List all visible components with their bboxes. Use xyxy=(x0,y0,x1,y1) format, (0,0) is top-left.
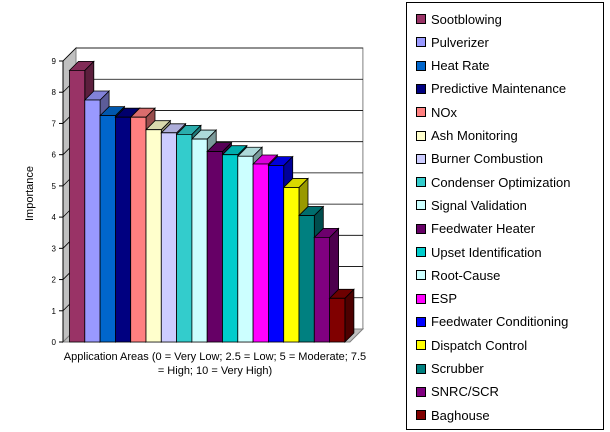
legend-item: Feedwater Conditioning xyxy=(416,313,568,331)
legend-label: ESP xyxy=(431,291,458,307)
legend-item: Scrubber xyxy=(416,360,484,378)
bar-baghouse xyxy=(328,288,355,343)
legend-swatch xyxy=(416,37,426,48)
legend-label: Dispatch Control xyxy=(431,337,528,353)
y-tick-label: 3 xyxy=(52,244,57,253)
legend-item: Heat Rate xyxy=(416,57,490,75)
legend-label: Scrubber xyxy=(431,361,484,376)
legend-item: NOx xyxy=(416,103,457,121)
legend-swatch xyxy=(416,130,426,141)
plot-area: 0 1 2 3 4 5 6 7 8 9 Importance xyxy=(24,46,365,347)
legend-item: Dispatch Control xyxy=(416,336,527,354)
legend-swatch xyxy=(416,410,426,421)
y-axis-title: Importance xyxy=(24,166,36,221)
legend-swatch xyxy=(416,223,426,234)
legend-item: Condenser Optimization xyxy=(416,173,570,191)
legend-swatch xyxy=(416,363,426,374)
legend-item: Predictive Maintenance xyxy=(416,80,566,98)
legend-item: SNRC/SCR xyxy=(416,383,499,401)
y-tick-label: 0 xyxy=(52,338,57,347)
legend-label: Ash Monitoring xyxy=(431,128,518,143)
legend-label: Condenser Optimization xyxy=(431,174,571,190)
legend-label: Baghouse xyxy=(431,407,490,423)
legend-swatch xyxy=(416,293,426,304)
legend-item: Burner Combustion xyxy=(416,150,543,168)
legend-swatch xyxy=(416,107,426,118)
legend: Sootblowing Pulverizer Heat Rate Predictive… xyxy=(406,2,604,430)
legend-label: Feedwater Conditioning xyxy=(431,314,569,330)
y-tick-label: 2 xyxy=(52,276,57,285)
legend-swatch xyxy=(416,316,426,327)
legend-label: Sootblowing xyxy=(431,11,502,27)
legend-item: Feedwater Heater xyxy=(416,220,535,238)
legend-swatch xyxy=(416,247,426,257)
legend-swatch xyxy=(416,177,426,188)
legend-swatch xyxy=(416,153,426,164)
y-tick-label: 1 xyxy=(52,307,57,316)
legend-item: Upset Identification xyxy=(416,243,542,261)
legend-swatch xyxy=(416,270,426,281)
legend-swatch xyxy=(416,60,426,71)
legend-swatch xyxy=(416,83,426,94)
legend-item: Baghouse xyxy=(416,406,490,424)
legend-item: Root-Cause xyxy=(416,266,500,284)
legend-item: Sootblowing xyxy=(416,10,502,28)
legend-swatch xyxy=(416,386,426,397)
legend-item: Pulverizer xyxy=(416,33,489,51)
y-tick-label: 4 xyxy=(52,213,57,222)
legend-swatch xyxy=(416,14,426,24)
y-tick-label: 8 xyxy=(52,88,57,97)
legend-item: Signal Validation xyxy=(416,196,527,214)
legend-label: NOx xyxy=(431,104,457,120)
legend-swatch xyxy=(416,340,426,351)
legend-label: Root-Cause xyxy=(431,267,501,283)
legend-label: Pulverizer xyxy=(431,34,489,50)
legend-label: Heat Rate xyxy=(431,58,490,74)
legend-item: ESP xyxy=(416,290,457,308)
legend-label: Burner Combustion xyxy=(431,151,543,167)
legend-label: Upset Identification xyxy=(431,244,542,260)
y-tick-label: 7 xyxy=(52,119,57,128)
y-tick-label: 5 xyxy=(52,182,57,191)
gridline xyxy=(62,47,363,62)
y-tick-label: 9 xyxy=(52,57,57,66)
x-axis-title: Application Areas (0 = Very Low; 2.5 = L… xyxy=(63,351,367,377)
legend-label: SNRC/SCR xyxy=(431,384,499,400)
legend-label: Signal Validation xyxy=(431,197,527,213)
legend-swatch xyxy=(416,200,426,211)
legend-label: Predictive Maintenance xyxy=(431,81,567,97)
legend-item: Ash Monitoring xyxy=(416,127,518,145)
legend-label: Feedwater Heater xyxy=(431,221,536,237)
y-tick-label: 6 xyxy=(52,151,57,160)
